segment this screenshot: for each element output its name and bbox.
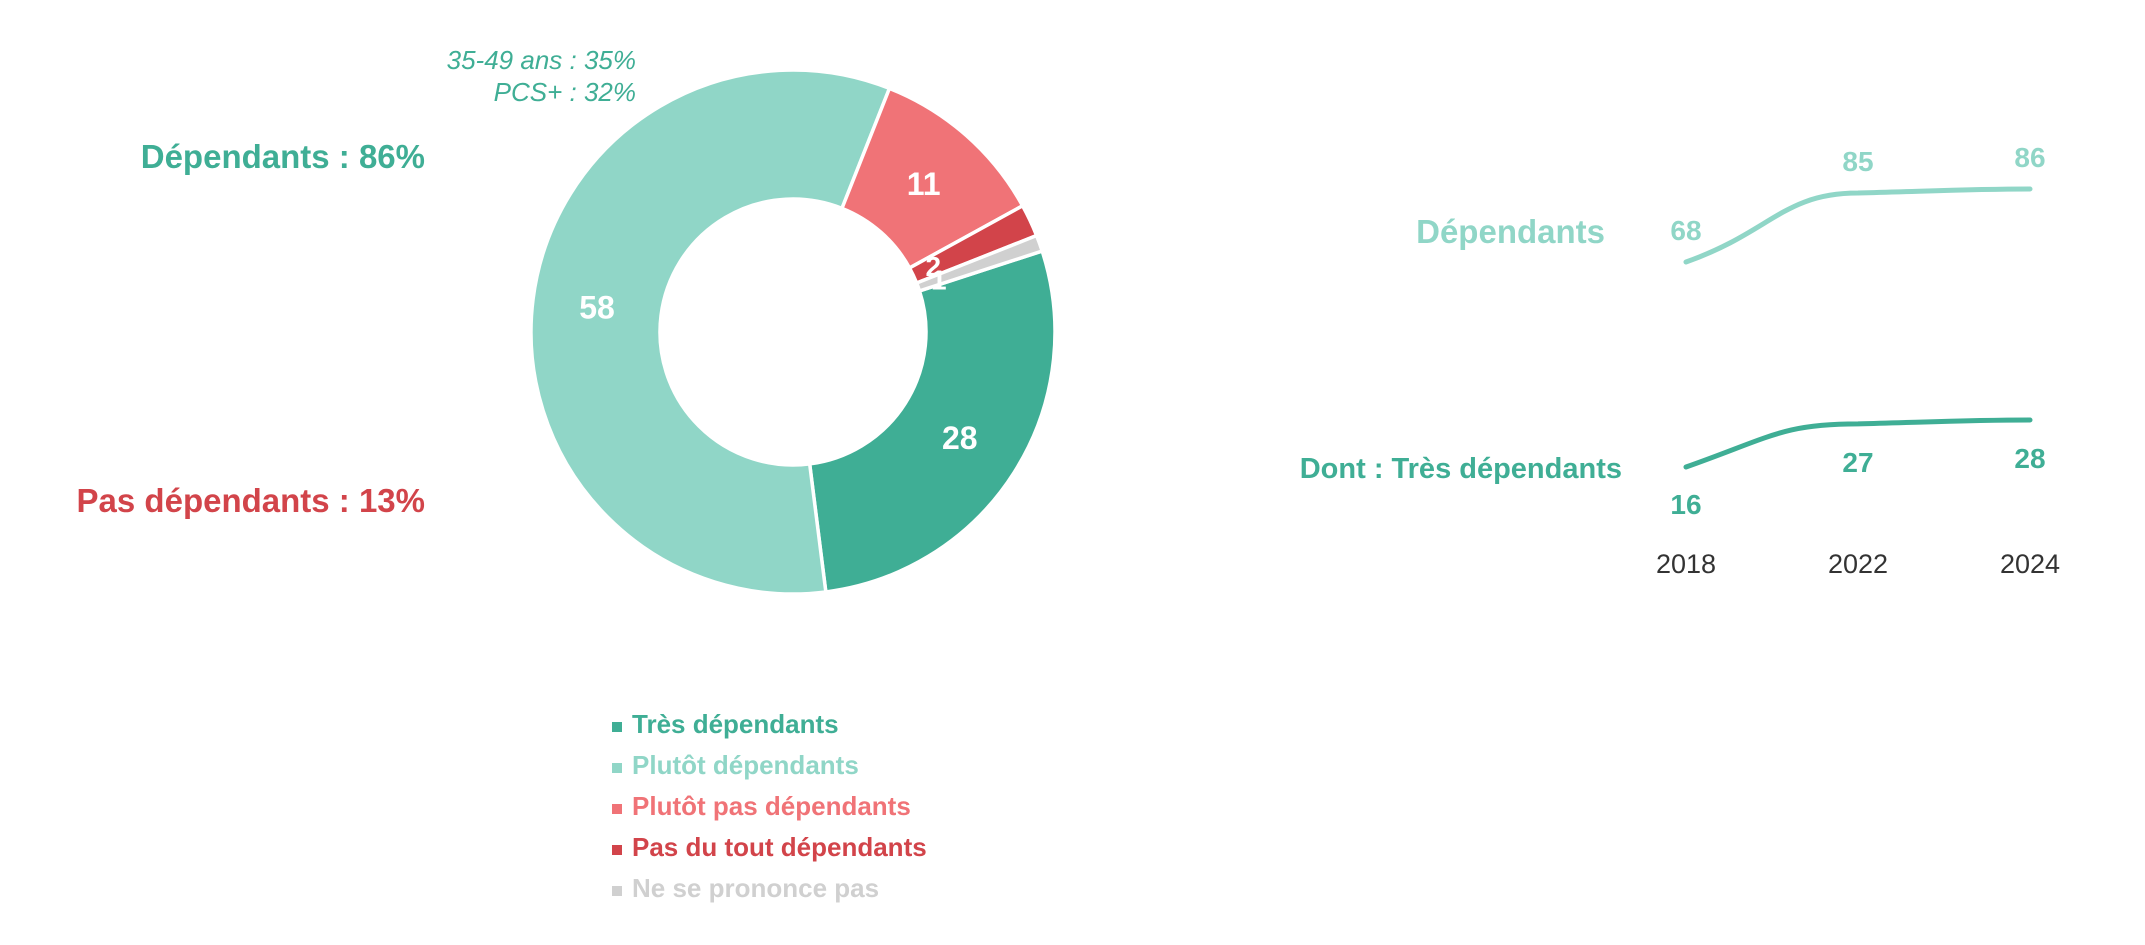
legend-swatch-tres-dependants — [612, 722, 622, 732]
legend-label-plutot-dependants: Plutôt dépendants — [632, 750, 859, 780]
legend-swatch-plutot-pas-dependants — [612, 804, 622, 814]
donut-legend: Très dépendants Plutôt dépendants Plutôt p… — [612, 709, 927, 903]
trend-x-axis: 2018 2022 2024 — [1656, 549, 2060, 579]
x-tick-label-2024: 2024 — [2000, 549, 2060, 579]
donut-chart: 28 58 11 21 — [529, 68, 1057, 596]
annotation-age: 35-49 ans : 35% — [447, 45, 636, 75]
donut-slice-plutot-dependants — [529, 68, 892, 596]
legend-label-pas-du-tout-dependants: Pas du tout dépendants — [632, 832, 927, 862]
data-label-dont-tres-dependants-2022: 27 — [1842, 447, 1873, 478]
x-tick-label-2022: 2022 — [1828, 549, 1888, 579]
donut-slice-ne-se-prononce-pas — [914, 233, 1045, 294]
legend-label-tres-dependants: Très dépendants — [632, 709, 839, 739]
donut-value-label-plutot-pas-dependants: 11 — [907, 166, 941, 202]
trend-line-dont-tres-dependants — [1683, 417, 2033, 470]
data-label-dependants-2018: 68 — [1670, 215, 1701, 246]
donut-value-label-tres-dependants: 28 — [942, 420, 978, 456]
annotation-pcs: PCS+ : 32% — [494, 77, 636, 107]
legend-label-ne-se-prononce-pas: Ne se prononce pas — [632, 873, 879, 903]
legend-label-plutot-pas-dependants: Plutôt pas dépendants — [632, 791, 911, 821]
group-label-pas-dependants: Pas dépendants : 13% — [77, 482, 425, 519]
series-name-dependants: Dépendants — [1416, 213, 1605, 250]
data-label-dont-tres-dependants-2024: 28 — [2014, 443, 2045, 474]
x-tick-label-2018: 2018 — [1656, 549, 1716, 579]
data-label-dont-tres-dependants-2018: 16 — [1670, 489, 1701, 520]
legend-swatch-plutot-dependants — [612, 763, 622, 773]
trend-lines — [1683, 186, 2033, 470]
trend-chart: Dépendants Dont : Très dépendants 68 85 86… — [1300, 142, 2060, 579]
data-label-dependants-2022: 85 — [1842, 146, 1873, 177]
trend-labels: 68 85 86 16 27 28 — [1670, 142, 2045, 520]
legend-swatch-pas-du-tout-dependants — [612, 845, 622, 855]
data-label-dependants-2024: 86 — [2014, 142, 2045, 173]
donut-value-labels: 28 58 11 21 — [579, 166, 977, 456]
donut-value-label-ne-se-prononce-pas: 1 — [931, 264, 947, 295]
legend-swatch-ne-se-prononce-pas — [612, 886, 622, 896]
donut-slice-tres-dependants — [807, 248, 1057, 594]
series-name-tres-dependants: Dont : Très dépendants — [1300, 453, 1622, 485]
donut-slices — [529, 68, 1057, 596]
group-label-dependants: Dépendants : 86% — [141, 138, 425, 175]
donut-value-label-pas-du-tout-dependants: 2 — [925, 251, 941, 282]
trend-line-dependants — [1683, 186, 2033, 265]
donut-value-label-plutot-dependants: 58 — [579, 289, 615, 325]
